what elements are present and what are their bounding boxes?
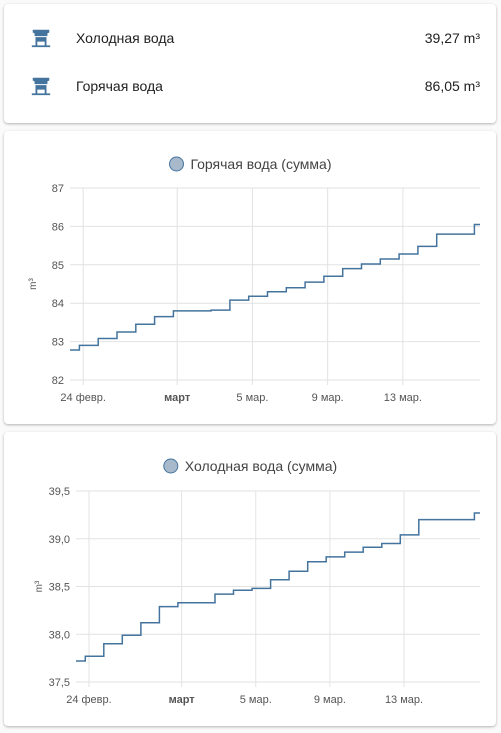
legend-label: Холодная вода (сумма) xyxy=(185,458,337,474)
legend-marker[interactable] xyxy=(163,458,179,474)
water-well-icon xyxy=(31,29,51,48)
series-line[interactable] xyxy=(76,512,480,662)
entity-value: 86,05 m³ xyxy=(424,78,480,94)
entities-card: Холодная вода 39,27 m³ Горячая вода 86,0… xyxy=(4,4,496,123)
hot-water-chart: Горячая вода (сумма) 82 83 84 85 86 87 24 февр.… xyxy=(28,156,480,404)
x-tick-label: 13 мар. xyxy=(385,694,423,706)
x-tick-label: 24 февр. xyxy=(60,392,105,404)
x-tick-label: март xyxy=(169,694,196,706)
y-tick-label: 39,0 xyxy=(49,534,70,546)
x-tick-label: 5 мар. xyxy=(236,392,268,404)
y-tick-label: 84 xyxy=(52,298,64,310)
y-tick-label: 85 xyxy=(52,260,64,272)
x-tick-label: 24 февр. xyxy=(66,694,111,706)
entity-name: Горячая вода xyxy=(76,78,163,94)
entity-name: Холодная вода xyxy=(76,30,175,46)
y-tick-label: 83 xyxy=(52,337,64,349)
legend-marker[interactable] xyxy=(169,156,184,172)
y-tick-label: 37,5 xyxy=(49,677,70,689)
y-tick-label: 87 xyxy=(52,183,64,195)
y-tick-label: 38,5 xyxy=(49,582,70,594)
cold-water-chart-card: Холодная вода (сумма) 37,5 38,0 38,5 39,0 39,… xyxy=(4,432,496,726)
y-axis-unit-label: m³ xyxy=(34,580,45,592)
series-line[interactable] xyxy=(70,223,480,351)
cold-water-chart: Холодная вода (сумма) 37,5 38,0 38,5 39,0 39,… xyxy=(34,458,480,706)
water-well-icon xyxy=(31,77,51,96)
entity-value: 39,27 m³ xyxy=(424,30,480,46)
hot-water-chart-card: Горячая вода (сумма) 82 83 84 85 86 87 24 февр.… xyxy=(4,131,496,424)
entity-row-cold-water[interactable]: Холодная вода 39,27 m³ xyxy=(4,18,496,58)
legend-label: Горячая вода (сумма) xyxy=(191,156,332,172)
x-tick-label: 9 мар. xyxy=(312,392,344,404)
y-tick-label: 82 xyxy=(52,375,64,387)
x-tick-label: 13 мар. xyxy=(384,392,422,404)
x-tick-label: 5 мар. xyxy=(240,694,272,706)
y-tick-label: 39,5 xyxy=(49,486,70,498)
x-tick-label: 9 мар. xyxy=(314,694,346,706)
entity-row-hot-water[interactable]: Горячая вода 86,05 m³ xyxy=(4,66,496,106)
y-axis-unit-label: m³ xyxy=(28,278,39,290)
y-tick-label: 86 xyxy=(52,221,64,233)
x-tick-label: март xyxy=(164,392,191,404)
y-tick-label: 38,0 xyxy=(49,629,70,641)
